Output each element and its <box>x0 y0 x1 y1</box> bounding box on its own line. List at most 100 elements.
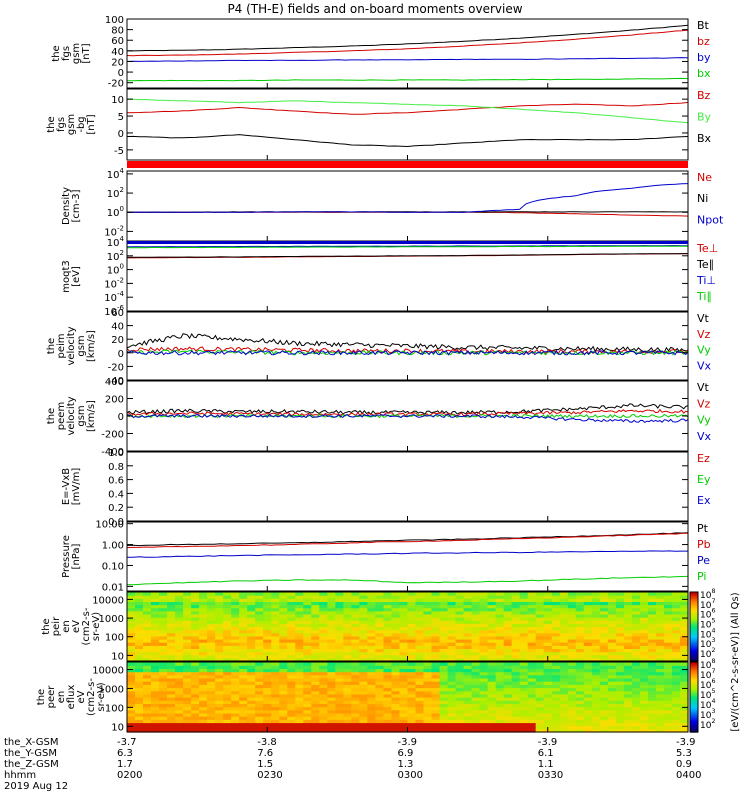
y-axis-label: peim <box>56 333 67 358</box>
heatmap-cell <box>599 728 609 733</box>
heatmap-cell <box>615 687 625 692</box>
heatmap-cell <box>607 725 617 730</box>
series-pe-line <box>126 550 688 558</box>
heatmap-cell <box>655 623 665 628</box>
heatmap-cell <box>607 662 617 666</box>
colorbar-cell <box>690 648 698 652</box>
colorbar-cell <box>690 600 698 603</box>
heatmap-cell <box>127 681 136 685</box>
heatmap-cell <box>327 674 336 679</box>
heatmap-cell <box>415 614 425 618</box>
heatmap-cell <box>383 651 393 656</box>
heatmap-cell <box>672 716 681 720</box>
heatmap-cell <box>463 716 473 720</box>
heatmap-cell <box>447 719 457 724</box>
heatmap-cell <box>239 601 248 606</box>
heatmap-cell <box>463 693 473 698</box>
heatmap-cell <box>680 668 689 673</box>
heatmap-cell <box>391 709 401 714</box>
heatmap-cell <box>495 642 505 646</box>
heatmap-cell <box>567 642 577 646</box>
heatmap-cell <box>511 700 521 704</box>
heatmap-cell <box>151 623 160 628</box>
heatmap-cell <box>535 677 545 682</box>
heatmap-cell <box>143 595 152 599</box>
heatmap-cell <box>143 725 152 730</box>
heatmap-cell <box>247 662 256 666</box>
heatmap-cell <box>351 671 360 676</box>
heatmap-cell <box>351 604 360 609</box>
heatmap-cell <box>551 595 561 599</box>
heatmap-cell <box>567 592 577 596</box>
heatmap-cell <box>127 665 136 669</box>
panel-frame <box>126 88 689 161</box>
heatmap-cell <box>343 697 352 701</box>
heatmap-cell <box>431 700 441 704</box>
heatmap-cell <box>399 623 409 628</box>
heatmap-cell <box>479 601 489 606</box>
heatmap-cell <box>175 681 184 685</box>
heatmap-cell <box>279 642 288 646</box>
heatmap-cell <box>183 642 192 646</box>
heatmap-cell <box>143 690 152 695</box>
heatmap-cell <box>279 635 288 640</box>
heatmap-cell <box>399 657 409 662</box>
heatmap-cell <box>575 629 585 634</box>
heatmap-cell <box>535 642 545 646</box>
heatmap-cell <box>559 716 569 720</box>
heatmap-cell <box>151 629 160 634</box>
heatmap-cell <box>327 629 336 634</box>
y-tick-label: 100 <box>107 205 124 219</box>
heatmap-cell <box>471 722 481 727</box>
colorbar-cell <box>690 617 698 621</box>
heatmap-cell <box>415 665 425 669</box>
heatmap-cell <box>199 629 208 634</box>
heatmap-cell <box>591 617 601 621</box>
heatmap-cell <box>319 645 328 649</box>
heatmap-cell <box>199 592 208 596</box>
heatmap-cell <box>415 671 425 676</box>
heatmap-cell <box>655 725 665 730</box>
heatmap-cell <box>151 725 160 730</box>
heatmap-cell <box>247 719 256 724</box>
heatmap-cell <box>463 648 473 653</box>
heatmap-cell <box>672 601 681 606</box>
heatmap-cell <box>191 684 200 689</box>
heatmap-cell <box>455 617 465 621</box>
heatmap-cell <box>639 671 649 676</box>
heatmap-cell <box>495 604 505 609</box>
heatmap-cell <box>607 642 617 646</box>
heatmap-cell <box>255 629 264 634</box>
heatmap-cell <box>311 712 320 717</box>
heatmap-cell <box>623 648 633 653</box>
heatmap-cell <box>359 642 368 646</box>
heatmap-cell <box>607 722 617 727</box>
heatmap-cell <box>551 665 561 669</box>
heatmap-cell <box>383 592 393 596</box>
heatmap-cell <box>407 662 417 666</box>
heatmap-cell <box>407 712 417 717</box>
heatmap-cell <box>191 671 200 676</box>
heatmap-cell <box>511 651 521 656</box>
heatmap-cell <box>295 728 304 733</box>
heatmap-cell <box>407 716 417 720</box>
heatmap-cell <box>359 693 368 698</box>
heatmap-cell <box>391 693 401 698</box>
heatmap-cell <box>375 687 384 692</box>
heatmap-cell <box>551 712 561 717</box>
heatmap-cell <box>135 665 144 669</box>
heatmap-cell <box>367 719 376 724</box>
heatmap-cell <box>271 657 280 662</box>
heatmap-cell <box>143 626 152 631</box>
heatmap-cell <box>455 595 465 599</box>
heatmap-cell <box>471 703 481 708</box>
colorbar-cell <box>690 700 698 703</box>
heatmap-cell <box>327 681 336 685</box>
heatmap-cell <box>631 648 641 653</box>
heatmap-cell <box>143 610 152 615</box>
colorbar-cell <box>690 726 698 730</box>
heatmap-cell <box>535 690 545 695</box>
heatmap-cell <box>183 645 192 649</box>
y-tick-label: -20 <box>108 362 124 373</box>
heatmap-cell <box>495 654 505 659</box>
